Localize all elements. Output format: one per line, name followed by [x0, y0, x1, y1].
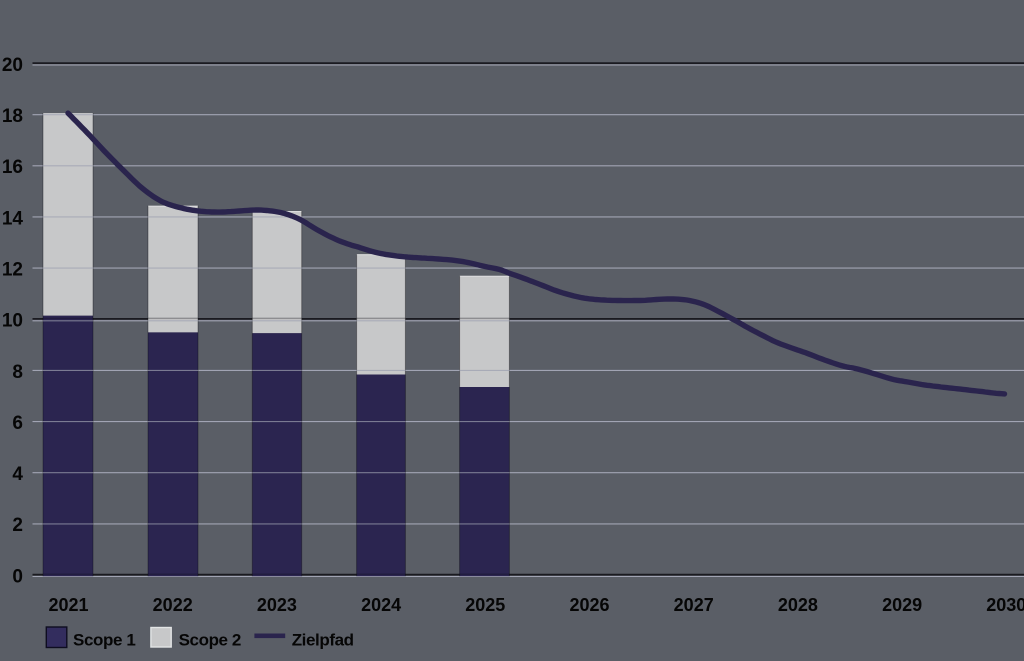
svg-text:2028: 2028 — [778, 595, 818, 615]
svg-text:6: 6 — [12, 413, 23, 434]
svg-text:2025: 2025 — [465, 595, 505, 615]
svg-text:18: 18 — [2, 106, 23, 127]
svg-text:14: 14 — [2, 208, 24, 229]
svg-text:4: 4 — [12, 464, 23, 485]
svg-text:2023: 2023 — [257, 595, 297, 615]
svg-text:2021: 2021 — [48, 595, 88, 615]
svg-text:2024: 2024 — [361, 595, 401, 615]
svg-text:Scope 2: Scope 2 — [179, 631, 241, 650]
svg-text:12: 12 — [2, 260, 23, 281]
svg-text:2030: 2030 — [986, 595, 1024, 615]
svg-text:2027: 2027 — [674, 595, 714, 615]
svg-text:16: 16 — [2, 157, 23, 178]
svg-text:2026: 2026 — [569, 595, 609, 615]
svg-text:8: 8 — [12, 362, 23, 383]
svg-text:Zielpfad: Zielpfad — [292, 631, 354, 650]
svg-text:Scope 1: Scope 1 — [73, 631, 135, 650]
svg-text:2: 2 — [12, 515, 23, 536]
svg-text:0: 0 — [12, 566, 23, 587]
svg-text:20: 20 — [2, 55, 23, 76]
svg-text:10: 10 — [2, 311, 23, 332]
svg-text:2022: 2022 — [153, 595, 193, 615]
svg-text:2029: 2029 — [882, 595, 922, 615]
